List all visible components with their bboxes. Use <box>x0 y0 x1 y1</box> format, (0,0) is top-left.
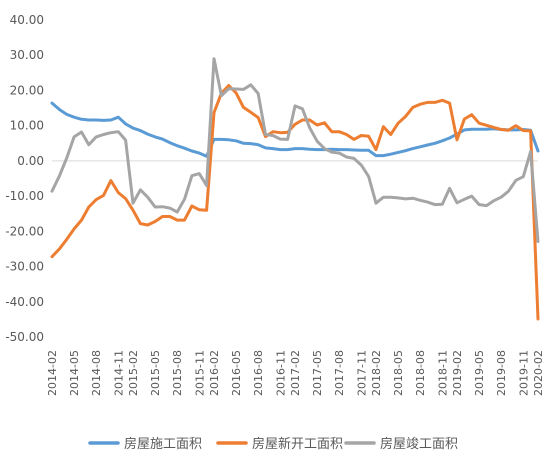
x-tick-label: 2016-11 <box>274 350 287 396</box>
x-tick-label: 2014-02 <box>46 350 59 396</box>
legend: 房屋施工面积 房屋新开工面积 房屋竣工面积 <box>88 436 458 452</box>
x-tick-label: 2016-05 <box>230 350 243 396</box>
y-tick-label: -40.00 <box>5 295 44 309</box>
x-tick-label: 2017-05 <box>311 350 324 396</box>
x-tick-label: 2019-02 <box>451 350 464 396</box>
x-tick-label: 2020-02 <box>532 350 545 396</box>
x-tick-label: 2016-02 <box>208 350 221 396</box>
x-axis-labels: 2014-02 2014-05 2014-08 2014-11 2015-02 2015-… <box>46 350 545 396</box>
x-tick-label: 2016-08 <box>252 350 265 396</box>
y-tick-label: 30.00 <box>10 48 44 62</box>
y-axis-labels: -50.00 -40.00 -30.00 -20.00 -10.00 0.00 10.00 2… <box>5 13 44 344</box>
y-tick-label: 20.00 <box>10 83 44 97</box>
x-tick-label: 2019-11 <box>517 350 530 396</box>
series-line-2 <box>50 84 540 321</box>
legend-label: 房屋新开工面积 <box>252 436 343 452</box>
x-tick-label: 2017-11 <box>355 350 368 396</box>
y-tick-label: -20.00 <box>5 224 44 238</box>
series-line-3 <box>50 57 540 243</box>
x-tick-label: 2019-08 <box>495 350 508 396</box>
y-tick-label: 0.00 <box>17 154 44 168</box>
y-tick-label: -50.00 <box>5 330 44 344</box>
y-tick-label: -30.00 <box>5 260 44 274</box>
y-tick-label: 10.00 <box>10 119 44 133</box>
x-tick-label: 2018-02 <box>370 350 383 396</box>
x-tick-label: 2014-11 <box>112 350 125 396</box>
x-tick-label: 2018-11 <box>436 350 449 396</box>
x-tick-label: 2017-02 <box>289 350 302 396</box>
x-tick-label: 2015-05 <box>149 350 162 396</box>
series-lines <box>50 57 540 321</box>
y-tick-label: 40.00 <box>10 13 44 27</box>
x-tick-label: 2015-08 <box>171 350 184 396</box>
x-tick-label: 2018-05 <box>392 350 405 396</box>
legend-label: 房屋竣工面积 <box>380 436 458 452</box>
x-tick-label: 2017-08 <box>333 350 346 396</box>
x-tick-label: 2015-02 <box>127 350 140 396</box>
legend-label: 房屋施工面积 <box>124 436 202 452</box>
x-tick-label: 2015-11 <box>193 350 206 396</box>
x-tick-label: 2018-08 <box>414 350 427 396</box>
x-tick-label: 2014-08 <box>90 350 103 396</box>
x-tick-label: 2019-05 <box>473 350 486 396</box>
x-tick-label: 2014-05 <box>68 350 81 396</box>
y-tick-label: -10.00 <box>5 189 44 203</box>
